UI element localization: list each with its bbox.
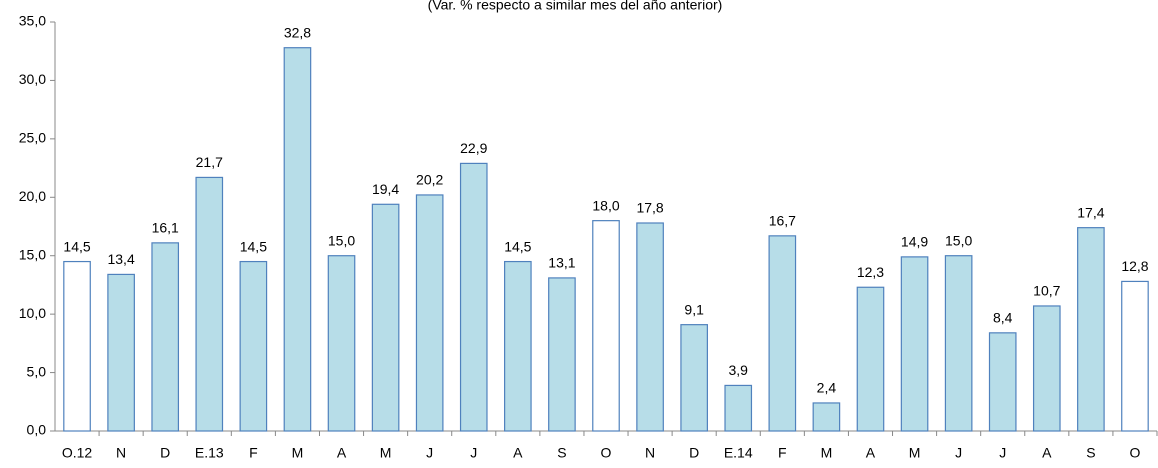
bar — [1032, 305, 1061, 432]
bar — [768, 235, 797, 432]
value-label: 12,8 — [1121, 258, 1148, 274]
y-tick-label: 25,0 — [19, 130, 46, 146]
bar — [415, 194, 444, 432]
y-tick-label: 5,0 — [27, 363, 47, 379]
x-tick-label: J — [470, 445, 477, 461]
value-label: 32,8 — [284, 24, 311, 40]
x-tick-label: M — [909, 445, 921, 461]
x-tick-label: A — [513, 445, 523, 461]
value-label: 14,9 — [901, 234, 928, 250]
value-label: 21,7 — [196, 154, 223, 170]
y-tick-label: 10,0 — [19, 305, 46, 321]
value-label: 14,5 — [240, 238, 267, 254]
x-tick-label: J — [955, 445, 962, 461]
x-tick-label: O — [601, 445, 612, 461]
value-label: 8,4 — [993, 310, 1013, 326]
x-tick-label: A — [337, 445, 347, 461]
value-label: 12,3 — [857, 264, 884, 280]
x-tick-label: S — [1086, 445, 1095, 461]
value-label: 14,5 — [504, 238, 531, 254]
x-tick-label: F — [249, 445, 258, 461]
bar — [812, 402, 841, 432]
bar — [151, 242, 180, 432]
x-tick-label: E.13 — [195, 445, 224, 461]
value-label: 17,4 — [1077, 204, 1104, 220]
x-tick-label: D — [689, 445, 699, 461]
x-tick-label: F — [778, 445, 787, 461]
x-tick-label: O.12 — [62, 445, 93, 461]
y-tick-label: 0,0 — [27, 422, 47, 438]
x-tick-label: N — [116, 445, 126, 461]
value-label: 16,1 — [152, 220, 179, 236]
x-tick-label: N — [645, 445, 655, 461]
bar — [592, 220, 620, 432]
bar — [988, 332, 1017, 432]
bar — [944, 255, 973, 432]
value-label: 16,7 — [769, 213, 796, 229]
value-label: 2,4 — [817, 380, 837, 396]
value-label: 20,2 — [416, 172, 443, 188]
value-label: 19,4 — [372, 181, 399, 197]
value-label: 13,1 — [548, 255, 575, 271]
y-tick-label: 20,0 — [19, 188, 46, 204]
y-tick-label: 35,0 — [19, 13, 46, 29]
x-tick-label: J — [426, 445, 433, 461]
x-tick-label: M — [380, 445, 392, 461]
bar — [724, 384, 753, 432]
value-label: 10,7 — [1033, 283, 1060, 299]
bar — [63, 260, 91, 432]
bar — [856, 286, 885, 432]
value-label: 9,1 — [684, 301, 704, 317]
x-tick-label: M — [292, 445, 304, 461]
x-tick-label: S — [557, 445, 566, 461]
x-tick-label: O — [1130, 445, 1141, 461]
value-label: 13,4 — [107, 251, 134, 267]
bar — [283, 47, 312, 432]
bar — [107, 273, 135, 432]
value-label: 18,0 — [592, 197, 619, 213]
value-label: 14,5 — [63, 238, 90, 254]
bar — [1077, 227, 1105, 432]
x-tick-label: M — [821, 445, 833, 461]
x-tick-label: A — [1042, 445, 1052, 461]
bar — [371, 203, 400, 432]
bar — [548, 277, 576, 432]
bar — [327, 255, 356, 432]
bar — [1121, 280, 1149, 432]
value-label: 15,0 — [945, 232, 972, 248]
value-label: 15,0 — [328, 232, 355, 248]
x-tick-label: A — [866, 445, 876, 461]
value-label: 3,9 — [729, 362, 749, 378]
value-label: 22,9 — [460, 140, 487, 156]
y-tick-label: 30,0 — [19, 71, 46, 87]
x-tick-label: J — [999, 445, 1006, 461]
x-tick-label: D — [160, 445, 170, 461]
chart-subtitle: (Var. % respecto a similar mes del año a… — [428, 0, 723, 13]
bar — [504, 260, 532, 432]
value-label: 17,8 — [636, 200, 663, 216]
bar — [900, 256, 929, 432]
bar — [239, 260, 268, 432]
bar — [195, 176, 224, 432]
bar — [636, 222, 664, 432]
y-tick-label: 15,0 — [19, 246, 46, 262]
bar — [459, 162, 488, 432]
bar — [680, 324, 708, 432]
x-tick-label: E.14 — [724, 445, 753, 461]
